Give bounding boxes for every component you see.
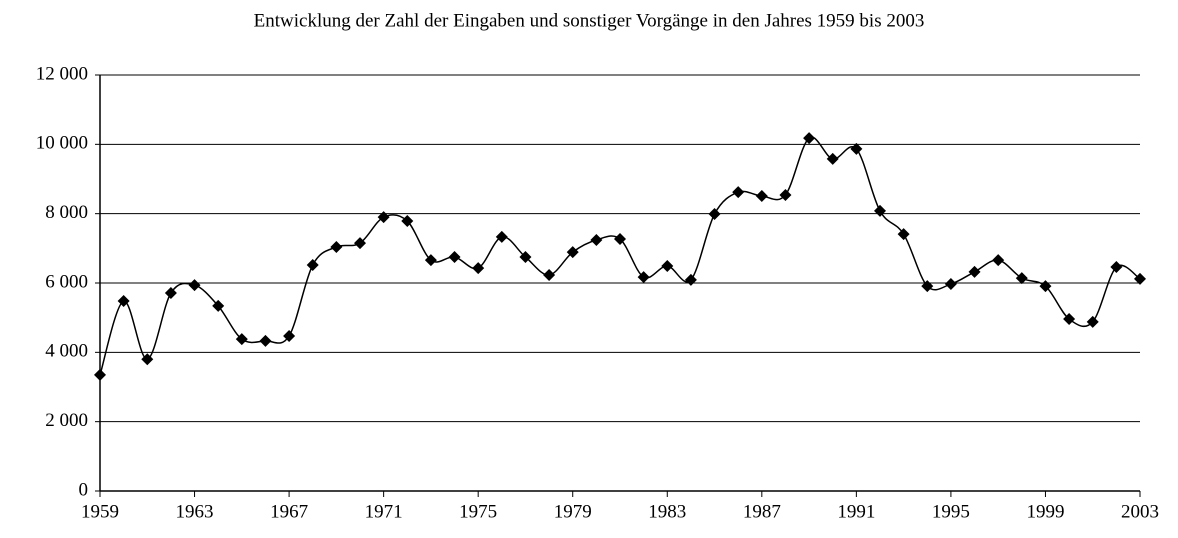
marker (1063, 313, 1076, 326)
x-tick-label: 1987 (743, 501, 781, 522)
marker (519, 251, 532, 263)
chart-title: Entwicklung der Zahl der Eingaben und so… (254, 10, 925, 31)
marker (992, 254, 1005, 267)
marker (330, 240, 343, 253)
marker (897, 228, 910, 241)
marker (708, 208, 721, 221)
marker (306, 258, 319, 271)
x-tick-label: 1959 (81, 501, 119, 522)
marker (472, 262, 485, 275)
marker (921, 280, 934, 293)
marker (874, 204, 886, 217)
marker (354, 237, 366, 250)
marker (283, 330, 296, 343)
x-tick-label: 1999 (1026, 501, 1064, 522)
y-tick-label: 6 000 (45, 271, 88, 292)
marker (1015, 272, 1028, 285)
marker (212, 299, 225, 312)
y-tick-label: 0 (79, 479, 89, 500)
x-tick-label: 1967 (270, 501, 308, 522)
marker (590, 234, 603, 247)
marker (661, 260, 674, 273)
marker (755, 189, 768, 202)
x-tick-label: 1983 (648, 501, 686, 522)
y-tick-label: 10 000 (36, 133, 88, 154)
marker (850, 142, 863, 155)
marker (566, 246, 579, 259)
marker (1110, 261, 1123, 274)
marker (968, 265, 981, 278)
marker (543, 269, 556, 282)
marker (1134, 272, 1146, 285)
y-tick-label: 4 000 (45, 341, 88, 362)
x-tick-label: 1995 (932, 501, 970, 522)
marker (117, 295, 130, 308)
marker (944, 278, 957, 291)
line (99, 136, 1141, 376)
marker (424, 254, 437, 267)
marker (259, 334, 272, 347)
marker (684, 273, 697, 286)
marker (164, 287, 177, 300)
marker (141, 353, 154, 366)
y-tick-label: 12 000 (36, 63, 88, 84)
marker (401, 214, 414, 227)
y-tick-label: 2 000 (45, 410, 88, 431)
x-tick-label: 1979 (554, 501, 592, 522)
marker (614, 232, 626, 245)
x-tick-label: 1963 (176, 501, 214, 522)
marker (377, 211, 390, 224)
marker (826, 152, 839, 165)
marker (1086, 315, 1099, 328)
x-tick-label: 2003 (1121, 501, 1159, 522)
x-tick-label: 1975 (459, 501, 497, 522)
marker (495, 230, 508, 243)
marker (779, 188, 792, 201)
marker (732, 186, 745, 199)
marker (188, 279, 201, 292)
marker (448, 251, 461, 263)
marker (1039, 280, 1052, 293)
marker (637, 271, 650, 284)
marker (94, 368, 106, 381)
marker (803, 132, 816, 145)
x-tick-label: 1971 (365, 501, 403, 522)
y-tick-label: 8 000 (45, 202, 88, 223)
marker (235, 333, 248, 346)
x-tick-label: 1991 (837, 501, 875, 522)
